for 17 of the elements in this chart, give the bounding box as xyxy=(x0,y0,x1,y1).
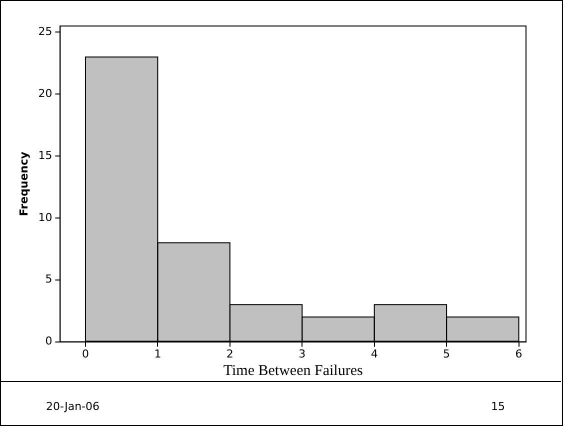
y-tick-label: 10 xyxy=(38,210,52,224)
y-tick-label: 20 xyxy=(38,86,52,100)
text: 15 xyxy=(491,400,505,413)
x-axis-title: Time Between Failures xyxy=(223,362,363,379)
y-tick-label: 25 xyxy=(38,25,52,38)
x-tick-label: 4 xyxy=(370,347,378,360)
y-tick-label: 15 xyxy=(38,148,52,162)
y-axis-title: Frequency xyxy=(17,152,30,216)
x-tick-label: 2 xyxy=(226,347,234,360)
x-tick-label: 1 xyxy=(154,347,162,360)
x-tick-label: 5 xyxy=(443,347,450,360)
x-tick-label: 3 xyxy=(298,347,306,360)
text: 20-Jan-06 xyxy=(46,400,100,413)
x-tick-label: 0 xyxy=(82,347,89,360)
x-tick-label: 6 xyxy=(515,347,522,360)
y-tick-label: 5 xyxy=(45,272,52,286)
y-tick-label: 0 xyxy=(45,334,52,348)
